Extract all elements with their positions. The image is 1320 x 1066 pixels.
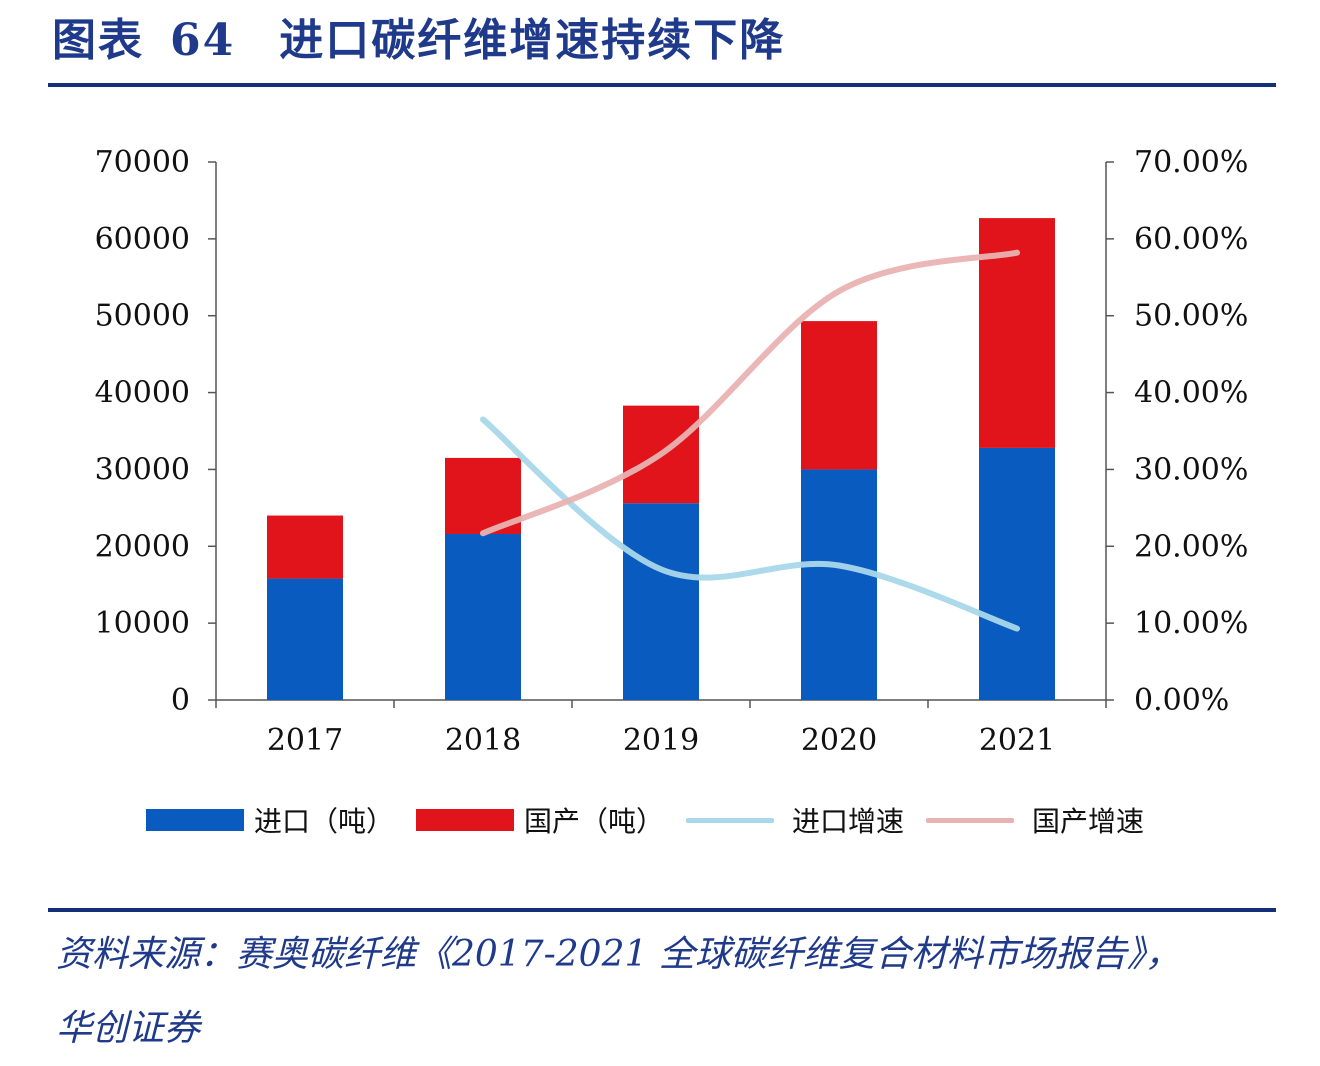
right-tick-label: 50.00% xyxy=(1134,299,1248,334)
figure-label: 图表 xyxy=(52,15,144,66)
legend-label: 国产增速 xyxy=(1032,805,1145,838)
x-tick-label: 2020 xyxy=(801,723,877,758)
import-bar xyxy=(267,578,343,700)
legend-line-sample xyxy=(926,817,1015,823)
import-bar xyxy=(979,447,1055,700)
legend-line-sample xyxy=(686,817,775,823)
x-tick-label: 2021 xyxy=(979,723,1055,758)
left-tick-label: 20000 xyxy=(95,529,190,564)
combo-chart: 0 10000 20000 30000 40000 50000 60000 70000 0.00… xyxy=(95,145,1249,758)
right-tick-label: 60.00% xyxy=(1134,222,1248,257)
x-tick-label: 2019 xyxy=(623,723,699,758)
source-divider xyxy=(48,908,1276,912)
legend-swatch xyxy=(416,809,515,831)
legend-swatch xyxy=(146,809,244,831)
import-bar xyxy=(801,469,877,700)
import-bar xyxy=(445,533,521,700)
source-note: 资料来源：赛奥碳纤维《2017-2021 全球碳纤维复合材料市场报告》， 华创证… xyxy=(56,918,1296,1066)
right-tick-label: 70.00% xyxy=(1134,145,1248,180)
source-line-2: 华创证券 xyxy=(56,1008,201,1049)
left-tick-label: 40000 xyxy=(95,376,190,411)
right-tick-label: 30.00% xyxy=(1134,452,1248,487)
chart-title-block: 图表 64 进口碳纤维增速持续下降 xyxy=(52,4,785,68)
x-tick-label: 2017 xyxy=(267,723,343,758)
title-divider xyxy=(48,83,1276,87)
legend-label: 进口增速 xyxy=(792,805,905,838)
right-tick-label: 10.00% xyxy=(1134,606,1248,641)
import-growth-line xyxy=(480,416,1020,632)
domestic-growth-line xyxy=(480,249,1020,537)
right-tick-label: 0.00% xyxy=(1134,683,1229,718)
chart-title: 进口碳纤维增速持续下降 xyxy=(279,15,786,66)
right-tick-label: 20.00% xyxy=(1134,529,1248,564)
legend-item: 进口（吨） xyxy=(146,800,394,840)
domestic-bar xyxy=(801,321,877,470)
left-tick-label: 50000 xyxy=(95,299,190,334)
x-tick-label: 2018 xyxy=(445,723,521,758)
legend-label: 进口（吨） xyxy=(254,805,395,838)
source-line-1: 资料来源：赛奥碳纤维《2017-2021 全球碳纤维复合材料市场报告》， xyxy=(56,934,1181,975)
legend-label: 国产（吨） xyxy=(524,805,665,838)
domestic-bar xyxy=(267,515,343,579)
legend-item: 国产（吨） xyxy=(416,800,664,840)
left-tick-label: 30000 xyxy=(95,452,190,487)
left-tick-label: 10000 xyxy=(95,606,190,641)
legend-item: 进口增速 xyxy=(686,800,904,840)
left-tick-label: 60000 xyxy=(95,222,190,257)
import-bar xyxy=(623,503,699,700)
right-tick-label: 40.00% xyxy=(1134,376,1248,411)
figure-number: 64 xyxy=(170,15,236,66)
chart-legend: 进口（吨） 国产（吨） 进口增速 国产增速 xyxy=(146,800,1166,840)
left-tick-label: 0 xyxy=(171,683,190,718)
legend-item: 国产增速 xyxy=(926,800,1144,840)
left-tick-label: 70000 xyxy=(95,145,190,180)
